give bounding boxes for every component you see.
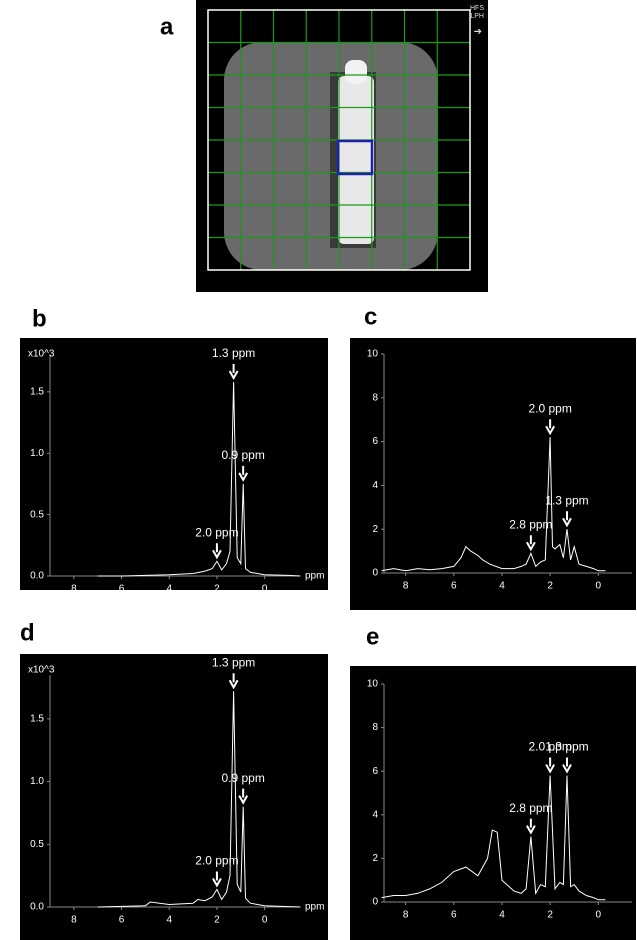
annotation: 1.3 ppm — [545, 740, 588, 754]
panel-label: c — [364, 303, 377, 330]
y-unit: x10^3 — [28, 665, 55, 676]
y-tick-label: 2 — [372, 853, 378, 864]
x-tick-label: 4 — [166, 584, 172, 595]
annotation: 2.0 ppm — [195, 854, 238, 868]
x-tick-label: 2 — [214, 915, 220, 926]
y-tick-label: 8 — [372, 392, 378, 403]
x-axis-label: ppm — [305, 571, 324, 582]
annotation-arrow — [238, 465, 249, 482]
x-tick-label: 6 — [119, 915, 125, 926]
x-tick-label: 2 — [547, 581, 553, 592]
voxel-grid — [208, 10, 470, 270]
annotation: 2.8 ppm — [509, 517, 552, 531]
y-unit: x10^3 — [28, 349, 55, 360]
x-tick-label: 4 — [499, 910, 505, 921]
x-tick-label: 8 — [403, 910, 409, 921]
panel-label: d — [20, 619, 35, 646]
y-tick-label: 10 — [367, 349, 379, 360]
y-tick-label: 0 — [372, 568, 378, 579]
image-annotation: HFS — [470, 5, 484, 12]
tube — [338, 76, 374, 244]
panel-label: b — [32, 305, 47, 332]
spectrum-line — [381, 437, 606, 572]
annotation-arrow — [228, 364, 239, 381]
plot-background — [350, 666, 636, 940]
annotation-arrow — [562, 511, 572, 528]
annotation: 2.8 ppm — [509, 801, 552, 815]
annotation-arrow — [545, 419, 556, 436]
annotation: 1.3 ppm — [212, 655, 255, 669]
x-tick-label: 8 — [71, 915, 77, 926]
y-tick-label: 2 — [372, 524, 378, 535]
annotation: 0.9 ppm — [221, 448, 264, 462]
x-axis-label: ppm — [305, 902, 324, 913]
annotation-arrow — [526, 818, 536, 835]
annotation: 2.0 ppm — [528, 401, 571, 415]
image-annotation: LPH — [470, 13, 484, 20]
spectrum-line — [97, 381, 301, 577]
y-tick-label: 8 — [372, 722, 378, 733]
selected-voxel — [336, 139, 374, 176]
annotation: 1.3 ppm — [212, 346, 255, 360]
plot-background — [20, 338, 328, 590]
spectrum-line — [97, 691, 301, 908]
annotation-arrow — [238, 788, 249, 805]
annotation-arrow — [212, 871, 222, 888]
annotation-arrow — [526, 535, 536, 552]
x-tick-label: 2 — [547, 910, 553, 921]
y-tick-label: 4 — [372, 809, 378, 820]
y-tick-label: 10 — [367, 679, 379, 690]
x-tick-label: 4 — [499, 581, 505, 592]
y-tick-label: 6 — [372, 766, 378, 777]
annotation-arrow — [545, 757, 556, 774]
annotation-arrow — [562, 757, 572, 774]
panel-label: e — [366, 623, 379, 650]
x-tick-label: 0 — [262, 915, 268, 926]
x-tick-label: 8 — [71, 584, 77, 595]
annotation-arrow — [212, 543, 222, 560]
y-tick-label: 1.0 — [30, 448, 44, 459]
plot-background — [20, 654, 328, 940]
image-arrow: ➔ — [474, 27, 482, 38]
y-tick-label: 4 — [372, 480, 378, 491]
spectrum-line — [381, 775, 606, 901]
annotation: 2.0 ppm — [195, 525, 238, 539]
annotation: 2.0 ppm — [528, 740, 571, 754]
y-tick-label: 0.5 — [30, 509, 44, 520]
annotation-arrow — [228, 673, 239, 690]
y-tick-label: 0.0 — [30, 571, 44, 582]
annotation: 0.9 ppm — [221, 771, 264, 785]
x-tick-label: 4 — [166, 915, 172, 926]
mri-image: HFS LPH ➔ — [196, 0, 488, 292]
annotation: 1.3 ppm — [545, 493, 588, 507]
x-tick-label: 6 — [119, 584, 125, 595]
x-tick-label: 0 — [596, 581, 602, 592]
plot-background — [350, 338, 636, 610]
y-tick-label: 0.5 — [30, 839, 44, 850]
x-tick-label: 0 — [262, 584, 268, 595]
y-tick-label: 1.5 — [30, 714, 44, 725]
x-tick-label: 8 — [403, 581, 409, 592]
y-tick-label: 0 — [372, 897, 378, 908]
y-tick-label: 1.5 — [30, 386, 44, 397]
x-tick-label: 0 — [596, 910, 602, 921]
x-tick-label: 2 — [214, 584, 220, 595]
tube-top — [345, 60, 367, 84]
x-tick-label: 6 — [451, 581, 457, 592]
panel-label: a — [160, 13, 174, 40]
y-tick-label: 6 — [372, 436, 378, 447]
x-tick-label: 6 — [451, 910, 457, 921]
y-tick-label: 0.0 — [30, 902, 44, 913]
fov-box — [207, 9, 471, 271]
y-tick-label: 1.0 — [30, 776, 44, 787]
